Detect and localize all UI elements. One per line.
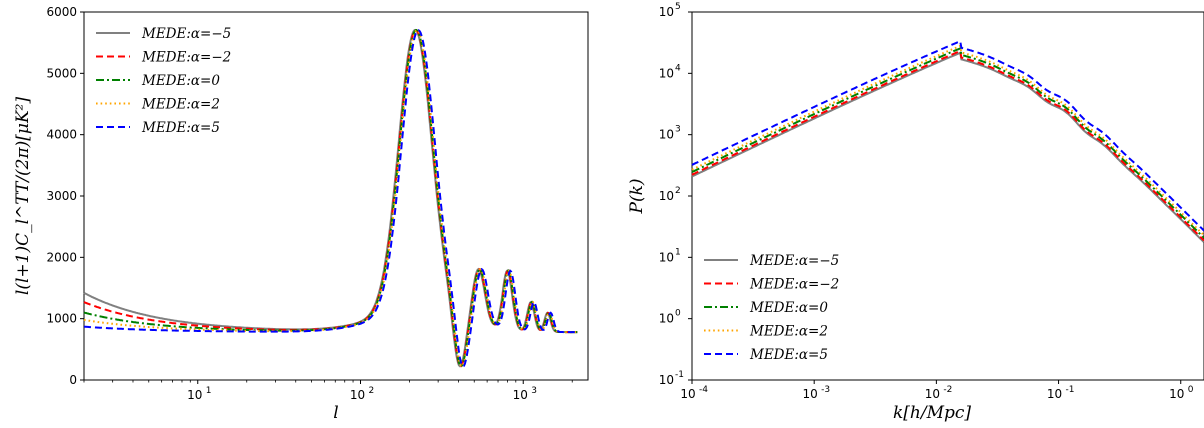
left-series-line — [83, 28, 578, 368]
right-x-axis-label: k[h/Mpc] — [893, 403, 971, 423]
left-y-tick-label: 3000 — [46, 189, 77, 203]
right-x-tick-label: 10 — [803, 387, 818, 401]
left-series-line — [83, 29, 578, 368]
left-x-tick-label: 10 — [350, 388, 365, 402]
right-series-lines — [691, 39, 1204, 243]
right-y-tick-exponent: 3 — [675, 125, 681, 135]
right-x-tick-label: 10 — [925, 387, 940, 401]
right-x-tick-label: 10 — [1169, 387, 1184, 401]
right-y-tick-label: 10 — [659, 189, 674, 203]
left-series-line — [83, 29, 578, 368]
left-y-tick-label: 2000 — [46, 250, 77, 264]
right-x-tick-exponent: -2 — [943, 385, 952, 395]
left-y-tick-label: 6000 — [46, 5, 77, 19]
left-y-axis-label: l(l+1)C_l^TT/(2π)[μK²] — [13, 97, 33, 296]
left-x-tick-exponent: 3 — [531, 386, 537, 396]
left-legend-label: MEDE:α=2 — [141, 97, 220, 113]
left-x-tick-label: 10 — [513, 388, 528, 402]
matter-power-spectrum-panel: 10 -110 010 110 210 310 410 510 -4 10 -3 10 -2 10 -1 10… — [627, 2, 1204, 423]
left-y-tick-label: 0 — [69, 373, 77, 387]
right-legend-label: MEDE:α=−2 — [749, 277, 839, 293]
right-series-line — [691, 39, 1204, 232]
right-legend-label: MEDE:α=5 — [749, 347, 828, 363]
right-legend-label: MEDE:α=0 — [749, 300, 828, 316]
left-y-tick-label: 5000 — [46, 66, 77, 80]
right-y-tick-exponent: 1 — [675, 247, 681, 257]
right-y-tick-label: 10 — [659, 373, 674, 387]
left-legend-label: MEDE:α=5 — [141, 120, 220, 136]
left-x-tick-exponent: 2 — [368, 386, 374, 396]
right-y-tick-exponent: -1 — [675, 370, 684, 380]
left-legend-label: MEDE:α=0 — [141, 73, 220, 89]
right-series-line — [691, 47, 1204, 239]
right-y-tick-label: 10 — [659, 5, 674, 19]
right-x-tick-exponent: -3 — [821, 385, 830, 395]
right-series-line — [691, 49, 1204, 242]
right-y-tick-label: 10 — [659, 250, 674, 264]
right-legend-label: MEDE:α=−5 — [749, 253, 839, 269]
right-y-tick-exponent: 2 — [675, 186, 681, 196]
left-series-lines — [83, 28, 578, 368]
right-x-tick-exponent: 0 — [1188, 385, 1194, 395]
right-y-tick-label: 10 — [659, 66, 674, 80]
left-legend-label: MEDE:α=−2 — [141, 50, 231, 66]
right-y-tick-exponent: 4 — [675, 63, 681, 73]
right-x-tick-exponent: -1 — [1066, 385, 1075, 395]
right-y-axis-label: P(k) — [627, 178, 647, 214]
right-x-tick-label: 10 — [680, 387, 695, 401]
right-legend-label: MEDE:α=2 — [749, 324, 828, 340]
right-y-tick-exponent: 0 — [675, 309, 681, 319]
left-y-tick-label: 1000 — [46, 312, 77, 326]
right-y-tick-label: 10 — [659, 128, 674, 142]
right-x-tick-exponent: -4 — [699, 385, 708, 395]
right-y-tick-label: 10 — [659, 312, 674, 326]
left-x-axis-label: l — [333, 403, 338, 423]
left-x-tick-label: 10 — [187, 388, 202, 402]
left-y-tick-label: 4000 — [46, 128, 77, 142]
right-legend: MEDE:α=−5 MEDE:α=−2 MEDE:α=0 MEDE:α=2 MEDE:α… — [704, 253, 839, 363]
right-y-tick-exponent: 5 — [675, 2, 681, 12]
left-legend-label: MEDE:α=−5 — [141, 26, 231, 42]
right-series-line — [691, 51, 1204, 243]
left-x-tick-exponent: 1 — [206, 386, 212, 396]
right-axis-ticks: 10 -110 010 110 210 310 410 510 -4 10 -3 10 -2 10 -1 10… — [659, 2, 1194, 401]
left-legend: MEDE:α=−5 MEDE:α=−2 MEDE:α=0 MEDE:α=2 MEDE:α… — [96, 26, 231, 136]
right-x-tick-label: 10 — [1047, 387, 1062, 401]
